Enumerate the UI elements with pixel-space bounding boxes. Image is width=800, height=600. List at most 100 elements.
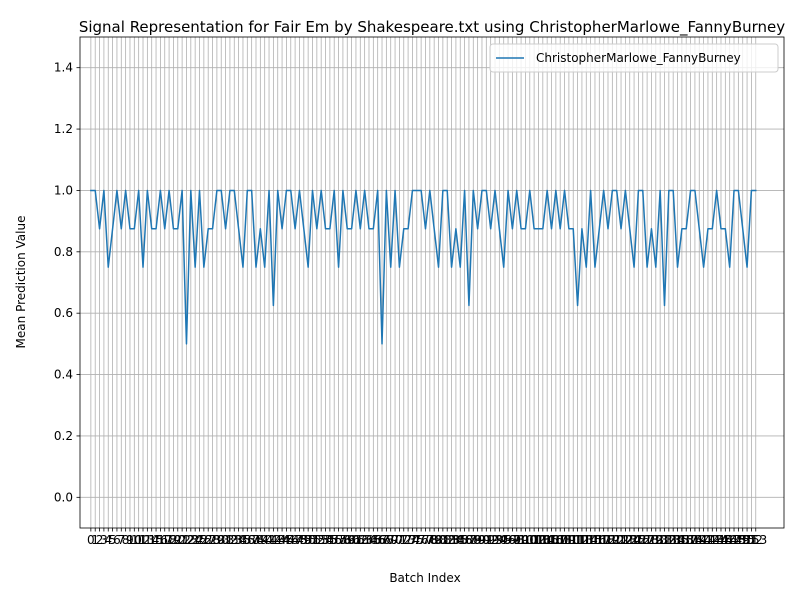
x-ticks: 0123456789101112131415161718192021222324…: [87, 528, 767, 547]
x-tick-label: 133: [657, 533, 680, 547]
x-tick-label: 59: [340, 533, 355, 547]
x-tick-label: 148: [723, 533, 746, 547]
y-axis-label: Mean Prediction Value: [14, 216, 28, 349]
x-tick-label: 110: [557, 533, 580, 547]
x-tick-label: 128: [636, 533, 659, 547]
x-tick-label: 124: [618, 533, 641, 547]
x-tick-label: 121: [605, 533, 628, 547]
x-tick-label: 11: [131, 533, 146, 547]
x-tick-label: 88: [466, 533, 481, 547]
x-tick-label: 105: [536, 533, 559, 547]
x-tick-label: 57: [331, 533, 346, 547]
x-tick-label: 38: [248, 533, 263, 547]
x-tick-label: 144: [705, 533, 728, 547]
x-tick-label: 134: [662, 533, 685, 547]
x-tick-label: 145: [710, 533, 733, 547]
x-tick-label: 47: [287, 533, 302, 547]
x-tick-label: 82: [440, 533, 455, 547]
x-tick-label: 81: [435, 533, 450, 547]
x-tick-label: 28: [205, 533, 220, 547]
x-tick-label: 30: [214, 533, 229, 547]
x-tick-label: 86: [457, 533, 472, 547]
x-tick-label: 89: [470, 533, 485, 547]
x-tick-label: 34: [231, 533, 246, 547]
x-tick-label: 16: [153, 533, 168, 547]
x-tick-label: 101: [518, 533, 541, 547]
legend-box: [489, 43, 779, 73]
x-tick-label: 4: [104, 533, 112, 547]
x-tick-label: 125: [623, 533, 646, 547]
x-tick-label: 64: [361, 533, 376, 547]
x-tick-label: 63: [357, 533, 372, 547]
y-ticks: 0.0 0.2 0.4 0.6 0.8 1.0 1.2 1.4: [54, 61, 80, 504]
x-tick-label: 23: [183, 533, 198, 547]
x-tick-label: 152: [740, 533, 763, 547]
x-grid-lines: [90, 37, 757, 528]
x-tick-label: 79: [427, 533, 442, 547]
x-tick-label: 122: [610, 533, 633, 547]
x-tick-label: 147: [718, 533, 741, 547]
x-tick-label: 90: [474, 533, 489, 547]
x-tick-label: 153: [744, 533, 767, 547]
y-tick-label: 0.0: [54, 490, 73, 504]
x-tick-label: 36: [240, 533, 255, 547]
x-tick-label: 138: [679, 533, 702, 547]
x-tick-label: 80: [431, 533, 446, 547]
x-tick-label: 13: [140, 533, 155, 547]
x-tick-label: 94: [492, 533, 507, 547]
x-tick-label: 7: [117, 533, 125, 547]
x-tick-label: 83: [444, 533, 459, 547]
y-tick-label: 0.2: [54, 429, 73, 443]
x-tick-label: 71: [392, 533, 407, 547]
x-tick-label: 0: [87, 533, 95, 547]
x-tick-label: 100: [514, 533, 537, 547]
x-tick-label: 142: [696, 533, 719, 547]
x-tick-label: 141: [692, 533, 715, 547]
plot-frame: [79, 36, 785, 529]
x-tick-label: 135: [666, 533, 689, 547]
x-tick-label: 109: [553, 533, 576, 547]
x-tick-label: 137: [675, 533, 698, 547]
x-tick-label: 87: [461, 533, 476, 547]
x-axis-label: Batch Index: [389, 571, 460, 585]
series-line: [90, 189, 757, 345]
x-tick-label: 22: [179, 533, 194, 547]
x-tick-label: 72: [396, 533, 411, 547]
x-tick-label: 6: [113, 533, 121, 547]
x-tick-label: 112: [566, 533, 589, 547]
legend: ChristopherMarlowe_FannyBurney: [489, 43, 779, 73]
y-tick-label: 0.6: [54, 306, 73, 320]
x-tick-label: 42: [266, 533, 281, 547]
x-tick-label: 66: [370, 533, 385, 547]
x-tick-label: 2: [96, 533, 104, 547]
x-tick-label: 12: [135, 533, 150, 547]
x-tick-label: 53: [314, 533, 329, 547]
x-tick-label: 33: [227, 533, 242, 547]
x-tick-label: 67: [374, 533, 389, 547]
x-tick-label: 55: [322, 533, 337, 547]
x-tick-label: 104: [531, 533, 554, 547]
x-tick-label: 70: [387, 533, 402, 547]
x-tick-label: 5: [109, 533, 117, 547]
x-tick-label: 8: [122, 533, 130, 547]
x-tick-label: 46: [283, 533, 298, 547]
x-tick-label: 69: [383, 533, 398, 547]
x-tick-label: 85: [453, 533, 468, 547]
x-tick-label: 65: [366, 533, 381, 547]
x-tick-label: 43: [270, 533, 285, 547]
x-tick-label: 14: [144, 533, 159, 547]
x-tick-label: 35: [235, 533, 250, 547]
chart-title: Signal Representation for Fair Em by Sha…: [79, 18, 785, 37]
x-tick-label: 126: [627, 533, 650, 547]
x-tick-label: 10: [127, 533, 142, 547]
x-tick-label: 151: [736, 533, 759, 547]
x-tick-label: 39: [253, 533, 268, 547]
x-tick-label: 37: [244, 533, 259, 547]
x-tick-label: 113: [570, 533, 593, 547]
x-tick-label: 120: [601, 533, 624, 547]
x-tick-label: 75: [409, 533, 424, 547]
x-tick-label: 25: [192, 533, 207, 547]
x-tick-label: 131: [649, 533, 672, 547]
x-tick-label: 118: [592, 533, 615, 547]
